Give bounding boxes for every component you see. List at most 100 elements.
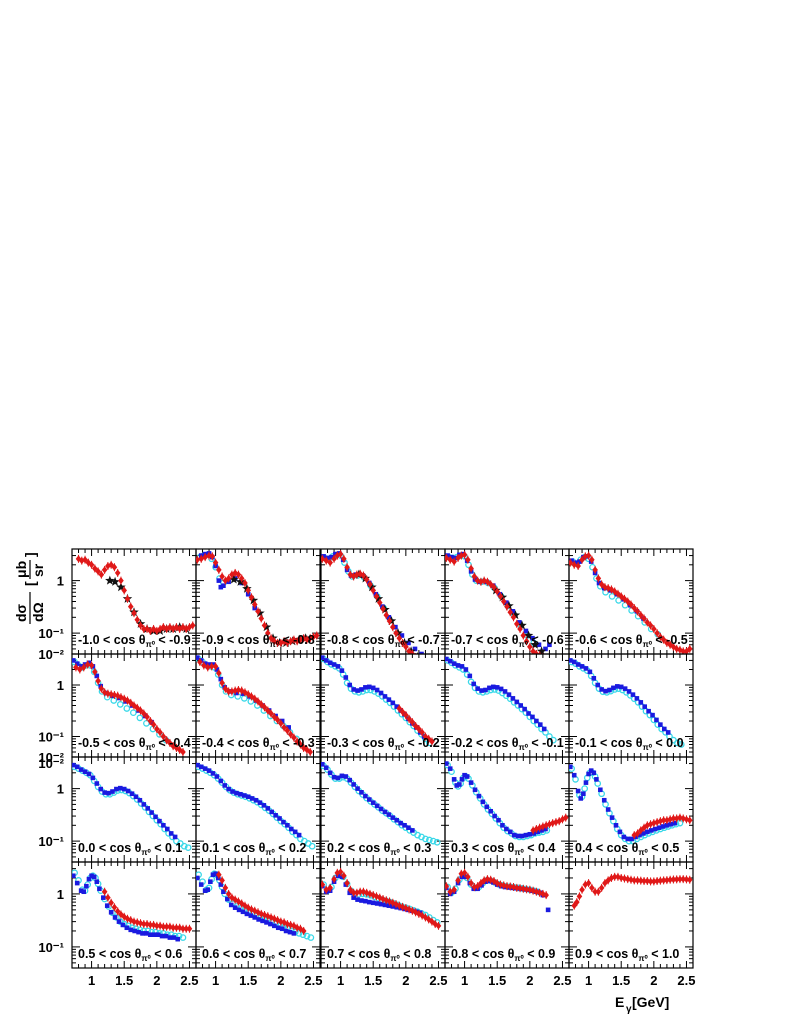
red-data-point [549,819,556,827]
red-data-point [654,629,660,637]
blue-data-point [117,785,123,791]
red-data-point [419,728,425,737]
red-data-point [396,634,403,642]
x-axis-title-sub: γ [626,1004,632,1015]
red-data-point [131,609,137,617]
black-data-point [536,646,547,654]
blue-data-point [447,766,453,771]
red-data-point [204,663,211,671]
x-axis-title-unit: [GeV] [632,994,669,1010]
red-data-point [105,894,111,902]
blue-data-point [665,730,671,735]
blue-data-point [578,796,584,801]
blue-data-point [285,823,290,828]
red-data-point [429,918,435,926]
red-data-point [173,744,180,752]
blue-data-point [449,554,454,560]
red-data-point [530,647,536,654]
x-tick-label: 1.5 [612,973,630,988]
red-data-point [198,555,205,563]
blue-data-point [136,929,141,935]
red-data-point [101,888,108,896]
red-data-point [574,898,580,906]
blue-data-point [265,806,271,811]
panel-data [321,655,435,747]
red-data-point [137,621,144,630]
red-data-point [88,561,95,569]
red-data-point [686,645,693,653]
blue-data-point [459,777,465,782]
blue-data-point [378,806,384,812]
blue-data-point [257,800,263,805]
cyan-data-point [433,838,441,846]
red-data-point [507,882,514,891]
blue-data-point [660,824,666,829]
red-data-point [225,687,232,696]
blue-data-point [494,685,500,690]
red-data-point [321,555,326,563]
blue-data-point [210,771,216,776]
red-data-point [196,556,201,564]
panel-data [321,550,424,654]
blue-data-point [479,688,484,693]
blue-data-point [575,662,581,667]
red-data-point [238,899,245,908]
cyan-data-point [123,705,131,712]
blue-data-point [523,628,529,634]
red-data-point [686,816,693,824]
panel-14: 0.3 < cos θπ⁰ < 0.4 [444,756,570,863]
red-data-point [248,692,255,701]
red-data-point [258,614,265,623]
y-axis-title-d-sigma: dσ [13,603,29,622]
blue-data-point [419,651,424,654]
blue-data-point [196,655,200,660]
red-data-point [212,559,219,567]
red-data-point [465,556,471,564]
red-data-point [337,868,344,876]
red-data-point [121,586,128,595]
blue-data-point [321,762,325,767]
red-data-point [291,734,297,742]
blue-data-point [613,823,619,828]
blue-data-point [206,662,212,667]
red-data-point [403,711,409,719]
blue-data-point [78,767,84,772]
red-data-point [425,915,432,924]
red-data-point [278,719,284,727]
y-tick-label: 1 [57,887,64,902]
red-data-point [344,879,350,887]
panel-19: 0.8 < cos θπ⁰ < 0.9 [444,861,570,969]
red-data-point [197,658,203,666]
blue-data-point [510,696,516,701]
red-data-point [124,915,131,923]
blue-data-point [668,821,674,827]
red-data-point [497,592,504,601]
blue-data-point [630,692,636,697]
blue-data-point [638,700,644,705]
red-data-point [186,925,193,933]
blue-data-point [517,620,522,625]
red-data-point [219,679,225,687]
red-data-point [383,611,390,619]
x-tick-label: 2.5 [429,973,447,988]
blue-data-point [656,825,662,831]
panel-label: -0.2 < cos θπ⁰ < -0.1 [451,736,564,752]
blue-data-point [382,902,388,908]
red-data-point [121,695,128,703]
red-data-point [611,873,618,881]
red-data-point [660,636,667,644]
blue-data-point [78,664,84,669]
panel-data [196,870,315,941]
red-data-point [344,563,350,571]
red-data-point [150,625,157,633]
blue-data-point [588,768,594,773]
blue-data-point [382,809,388,815]
blue-data-point [410,828,415,833]
blue-data-point [159,933,165,939]
blue-data-point [370,685,376,691]
x-tick-label: 2 [153,973,160,988]
red-data-point [251,695,258,703]
red-data-point [140,920,147,928]
blue-data-point [218,882,224,887]
